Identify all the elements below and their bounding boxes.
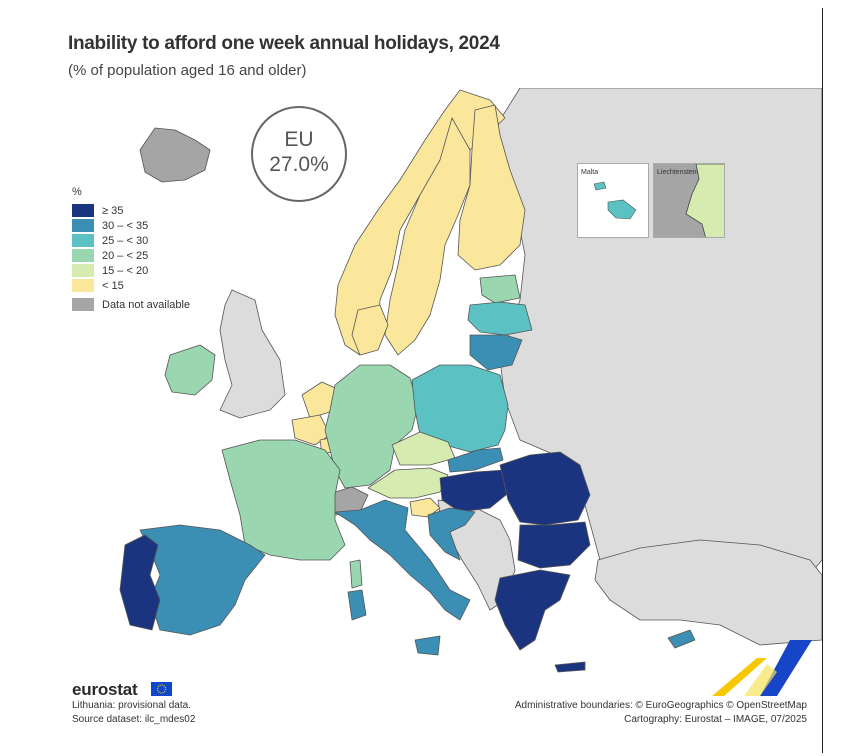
inset-malta-label: Malta	[581, 169, 599, 176]
credit-cartography: Cartography: Eurostat – IMAGE, 07/2025	[624, 714, 807, 725]
inset-malta-map	[593, 181, 637, 220]
country-portugal	[119, 534, 161, 631]
eu-average-label: EU	[284, 128, 314, 151]
country-slovakia	[447, 447, 504, 473]
country-estonia	[479, 274, 521, 304]
country-finland	[457, 104, 526, 271]
country-slovenia	[409, 497, 441, 518]
legend-class-label: 25 – < 30	[102, 234, 149, 247]
europe-choropleth-map	[119, 88, 822, 673]
credit-boundaries: Administrative boundaries: © EuroGeograp…	[514, 700, 807, 711]
country-hungary	[439, 469, 513, 513]
legend-not-available: Data not available	[72, 297, 190, 312]
eurostat-logo: eurostat	[72, 680, 138, 699]
country-cyprus	[667, 629, 696, 649]
legend-swatch	[72, 298, 94, 311]
footnote-source: Source dataset: ilc_mdes02	[72, 714, 196, 725]
legend-class: 25 – < 30	[72, 233, 190, 248]
inset-liechtenstein-label: Liechtenstein	[657, 169, 699, 176]
legend-class: 30 – < 35	[72, 218, 190, 233]
country-ireland	[164, 344, 216, 396]
map-legend: % ≥ 35 30 – < 35 25 – < 30 20 – < 25 15 …	[72, 186, 190, 312]
legend-class-label: 20 – < 25	[102, 249, 149, 262]
country-spain	[139, 524, 266, 636]
legend-class-label: ≥ 35	[102, 204, 124, 217]
country-uk	[219, 289, 286, 419]
legend-class: 15 – < 20	[72, 263, 190, 278]
country-germany	[324, 364, 419, 489]
inset-malta: Malta	[577, 163, 649, 238]
country-sweden	[384, 117, 471, 356]
legend-class: 20 – < 25	[72, 248, 190, 263]
eu-average-value: 27.0%	[269, 153, 329, 176]
legend-unit: %	[72, 186, 82, 198]
legend-class: < 15	[72, 278, 190, 293]
country-italy-sardinia	[347, 589, 367, 621]
country-turkey	[594, 539, 822, 646]
eurostat-decorative-graphic	[712, 640, 812, 696]
legend-class-label: < 15	[102, 279, 124, 292]
country-iceland	[139, 127, 211, 183]
inset-liechtenstein-map	[685, 164, 724, 237]
legend-swatch	[72, 264, 94, 277]
country-italy	[334, 499, 471, 621]
map-subtitle: (% of population aged 16 and older)	[68, 62, 307, 79]
legend-swatch	[72, 219, 94, 232]
legend-class: ≥ 35	[72, 203, 190, 218]
page-right-rule	[822, 8, 823, 753]
country-poland	[411, 364, 509, 453]
country-italy-sicily	[414, 635, 441, 656]
map-title: Inability to afford one week annual holi…	[68, 33, 500, 54]
legend-swatch	[72, 234, 94, 247]
inset-liechtenstein: Liechtenstein	[653, 163, 725, 238]
country-denmark	[351, 304, 389, 356]
eu-flag-icon	[151, 682, 172, 696]
country-croatia	[427, 507, 476, 561]
country-bulgaria	[517, 521, 591, 569]
legend-class-label: 15 – < 20	[102, 264, 149, 277]
country-greece	[494, 569, 571, 651]
country-france	[221, 439, 346, 561]
legend-class-label: 30 – < 35	[102, 219, 149, 232]
country-france-corsica	[349, 559, 363, 589]
country-greece-crete	[554, 661, 586, 673]
legend-swatch	[72, 249, 94, 262]
eu-average-badge: EU 27.0%	[251, 106, 347, 202]
legend-swatch	[72, 279, 94, 292]
legend-swatch	[72, 204, 94, 217]
country-romania	[499, 451, 591, 526]
footnote-lithuania: Lithuania: provisional data.	[72, 700, 191, 711]
country-latvia	[467, 301, 533, 336]
country-lithuania	[469, 334, 523, 371]
legend-not-available-label: Data not available	[102, 298, 191, 311]
